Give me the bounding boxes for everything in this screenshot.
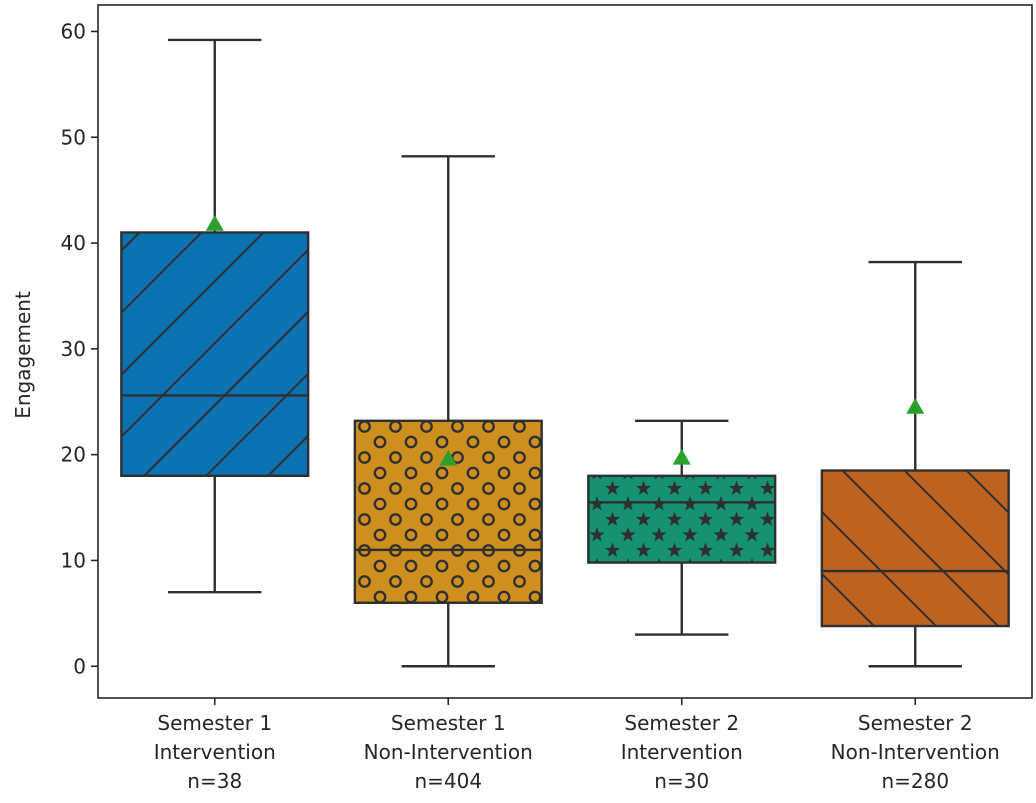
y-tick-label: 40 (61, 231, 86, 255)
box-hatch (121, 232, 309, 476)
plot-frame (97, 4, 1033, 699)
x-tick-label: Semester 1 Intervention n=38 (154, 711, 276, 793)
x-tick-label: Semester 2 Non-Intervention n=280 (831, 711, 1000, 793)
mean-marker (205, 215, 224, 231)
x-tick-label: Semester 2 Intervention n=30 (621, 711, 743, 793)
x-tick-label: Semester 1 Non-Intervention n=404 (364, 711, 533, 793)
plot-area (120, 38, 1010, 668)
box-group (353, 155, 543, 668)
y-tick-label: 10 (61, 548, 86, 572)
box-group (587, 419, 777, 636)
box-group (820, 260, 1010, 668)
box-outline (353, 419, 543, 604)
y-tick-label: 30 (61, 337, 86, 361)
box-hatch (588, 475, 776, 563)
box-hatch (821, 470, 1009, 627)
box-outline (820, 469, 1010, 628)
mean-marker (906, 398, 925, 414)
box-outline (120, 231, 310, 478)
y-tick-label: 60 (61, 19, 86, 43)
y-axis: 0 10 20 30 40 50 60 (61, 19, 98, 678)
x-axis: Semester 1 Intervention n=38 Semester 1 Non-… (154, 698, 1000, 793)
box-group (120, 38, 310, 594)
box-hatch (354, 420, 542, 603)
y-tick-label: 50 (61, 125, 86, 149)
box-outline (587, 474, 777, 564)
y-tick-label: 0 (73, 654, 86, 678)
mean-marker (672, 448, 691, 465)
mean-marker (439, 449, 458, 466)
y-axis-label: Engagement (11, 291, 35, 419)
y-tick-label: 20 (61, 443, 86, 467)
